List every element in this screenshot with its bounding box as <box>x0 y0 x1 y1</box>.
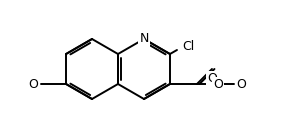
Text: O: O <box>213 78 223 91</box>
Text: O: O <box>207 72 217 85</box>
Text: Cl: Cl <box>182 39 194 52</box>
Text: N: N <box>139 33 149 46</box>
Text: O: O <box>29 78 38 91</box>
Text: O: O <box>237 78 246 91</box>
